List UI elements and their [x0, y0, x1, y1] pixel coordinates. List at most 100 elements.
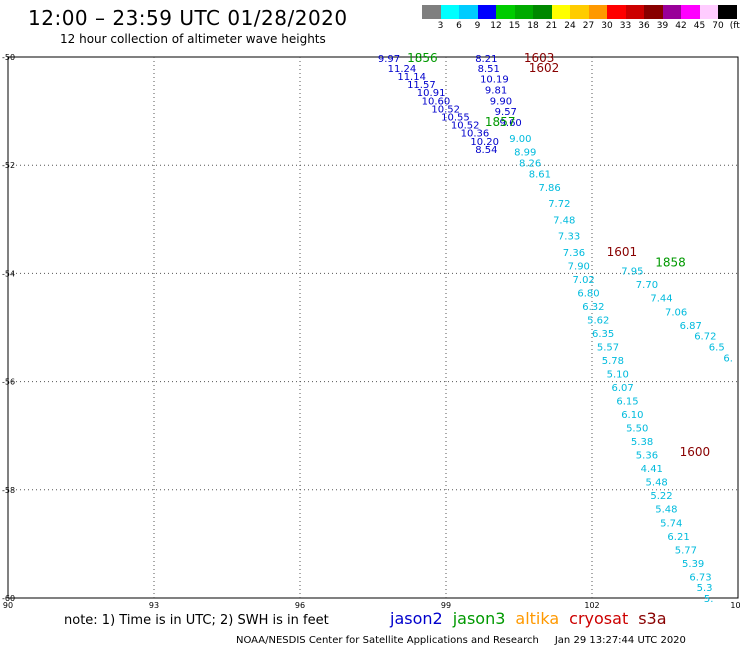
wave-height-label-jason2: 9.81	[485, 85, 507, 96]
x-tick-label: 99	[441, 601, 451, 610]
legend-swatch-11	[625, 5, 644, 19]
legend-tick-label: 9	[474, 21, 481, 31]
legend-swatch-14	[681, 5, 700, 19]
wave-height-label-s3a: 5.48	[655, 505, 677, 516]
legend-tick-label: 3	[437, 21, 444, 31]
legend-tick-label: 12	[490, 21, 502, 31]
footer-credit: NOAA/NESDIS Center for Satellite Applica…	[236, 635, 686, 646]
wave-height-label-s3a: 7.90	[568, 261, 590, 272]
x-tick-label: 96	[295, 601, 305, 610]
legend-tick-label: 30	[601, 21, 613, 31]
y-tick-label: -58	[2, 486, 15, 495]
wave-height-label-jason2: 10.91	[417, 88, 446, 99]
legend-tick-label: 33	[619, 21, 632, 31]
wave-height-label-jason2: 8.54	[475, 145, 497, 156]
wave-height-label-s3a: 7.02	[573, 275, 595, 286]
generated-timestamp: Jan 29 13:27:44 UTC 2020	[554, 635, 686, 646]
cycle-label-jason3: 1858	[655, 256, 686, 270]
wave-height-label-jason2: 11.57	[407, 80, 436, 91]
wave-height-label-jason2: 8.21	[475, 54, 497, 65]
wave-height-label-s3a: 5.77	[675, 545, 697, 556]
cycle-label-cryosat: 1601	[607, 245, 638, 259]
wave-height-label-jason2: 9.97	[378, 54, 400, 65]
legend-swatch-16	[718, 5, 737, 19]
wave-height-label-s3a: 5.3	[697, 583, 713, 594]
cycle-label-jason3: 1856	[407, 51, 438, 65]
legend-swatch-13	[662, 5, 681, 19]
wave-height-label-jason2: 10.52	[451, 121, 480, 132]
footer-note: note: 1) Time is in UTC; 2) SWH is in fe…	[64, 613, 329, 628]
wave-height-label-s3a: 5.74	[660, 518, 682, 529]
y-tick-label: -50	[2, 53, 15, 62]
wave-height-label-s3a: 6.07	[611, 383, 633, 394]
wave-height-label-s3a: 5.78	[602, 356, 624, 367]
satellite-cryosat: cryosat	[569, 609, 629, 628]
wave-height-label-jason2: 10.52	[431, 104, 460, 115]
legend-tick-label: 18	[527, 21, 539, 31]
legend-swatch-10	[607, 5, 626, 19]
legend-swatch-5	[514, 5, 533, 19]
wave-height-label-s3a: 8.61	[529, 169, 551, 180]
wave-height-label-s3a: 5.48	[646, 478, 668, 489]
wave-height-label-s3a: 6.80	[577, 288, 599, 299]
legend-tick-label: 39	[656, 21, 669, 31]
y-tick-label: -54	[2, 269, 15, 278]
wave-height-label-s3a: 6.72	[694, 332, 716, 343]
legend-tick-label: 15	[508, 21, 521, 31]
legend-swatch-8	[570, 5, 589, 19]
wave-height-label-s3a: 6.87	[680, 321, 702, 332]
wave-height-label-s3a: 5.22	[650, 491, 672, 502]
y-tick-label: -56	[2, 378, 15, 387]
wave-height-label-s3a: 5.62	[587, 315, 609, 326]
wave-height-label-jason2: 9.60	[500, 118, 522, 129]
legend-tick-label: 27	[582, 21, 595, 31]
wave-height-label-s3a: 4.41	[641, 464, 663, 475]
x-tick-label: 90	[3, 601, 13, 610]
wave-height-label-jason2: 8.51	[478, 64, 500, 75]
wave-height-label-s3a: 8.99	[514, 148, 536, 159]
wave-height-label-s3a: 7.70	[636, 280, 658, 291]
wave-height-label-s3a: 7.44	[650, 294, 672, 305]
x-tick-label: 102	[584, 601, 599, 610]
legend-swatch-4	[496, 5, 515, 19]
credit-text: NOAA/NESDIS Center for Satellite Applica…	[236, 635, 539, 646]
wave-height-label-s3a: 7.48	[553, 215, 575, 226]
wave-height-label-s3a: 6.35	[592, 329, 614, 340]
wave-height-label-s3a: 7.33	[558, 232, 580, 243]
wave-height-label-s3a: 6.	[723, 353, 733, 364]
map-title: 12:00 – 23:59 UTC 01/28/2020	[28, 6, 348, 30]
legend-tick-label: (ft)	[729, 21, 740, 31]
wave-height-label-s3a: 8.26	[519, 158, 541, 169]
legend-swatch-9	[588, 5, 607, 19]
legend-swatch-6	[533, 5, 552, 19]
legend-swatch-15	[699, 5, 718, 19]
wave-height-label-s3a: 7.86	[538, 183, 560, 194]
legend-swatch-7	[551, 5, 570, 19]
satellite-legend: jason2 jason3 altika cryosat s3a	[390, 609, 677, 628]
wave-height-label-s3a: 5.39	[682, 559, 704, 570]
wave-height-label-jason2: 10.36	[461, 129, 490, 140]
wave-height-label-jason2: 11.14	[397, 72, 426, 83]
wave-height-label-s3a: 7.06	[665, 307, 687, 318]
legend-swatch-12	[644, 5, 663, 19]
map-frame	[7, 56, 739, 599]
wave-height-label-s3a: 7.36	[563, 248, 585, 259]
wave-height-label-jason2: 9.57	[495, 107, 517, 118]
satellite-s3a: s3a	[638, 609, 667, 628]
map-subtitle: 12 hour collection of altimeter wave hei…	[60, 32, 326, 46]
wave-height-label-s3a: 5.57	[597, 342, 619, 353]
x-tick-label: 93	[149, 601, 159, 610]
wave-height-label-jason2: 10.20	[470, 137, 499, 148]
cycle-label-cryosat: 1602	[529, 61, 560, 75]
cycle-label-cryosat: 1603	[524, 51, 555, 65]
wave-height-label-s3a: 6.21	[667, 532, 689, 543]
legend-tick-label: 45	[693, 21, 706, 31]
legend-tick-label: 24	[564, 21, 576, 31]
wave-height-label-s3a: 9.00	[509, 134, 531, 145]
wave-height-label-s3a: 5.10	[607, 369, 629, 380]
satellite-jason2: jason2	[390, 609, 443, 628]
legend-swatch-2	[459, 5, 478, 19]
legend-tick-label: 21	[545, 21, 558, 31]
legend-swatch-1	[440, 5, 459, 19]
